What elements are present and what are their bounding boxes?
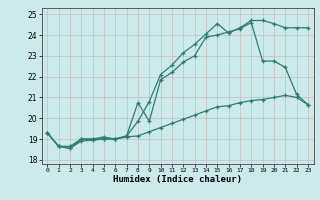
X-axis label: Humidex (Indice chaleur): Humidex (Indice chaleur) [113, 175, 242, 184]
